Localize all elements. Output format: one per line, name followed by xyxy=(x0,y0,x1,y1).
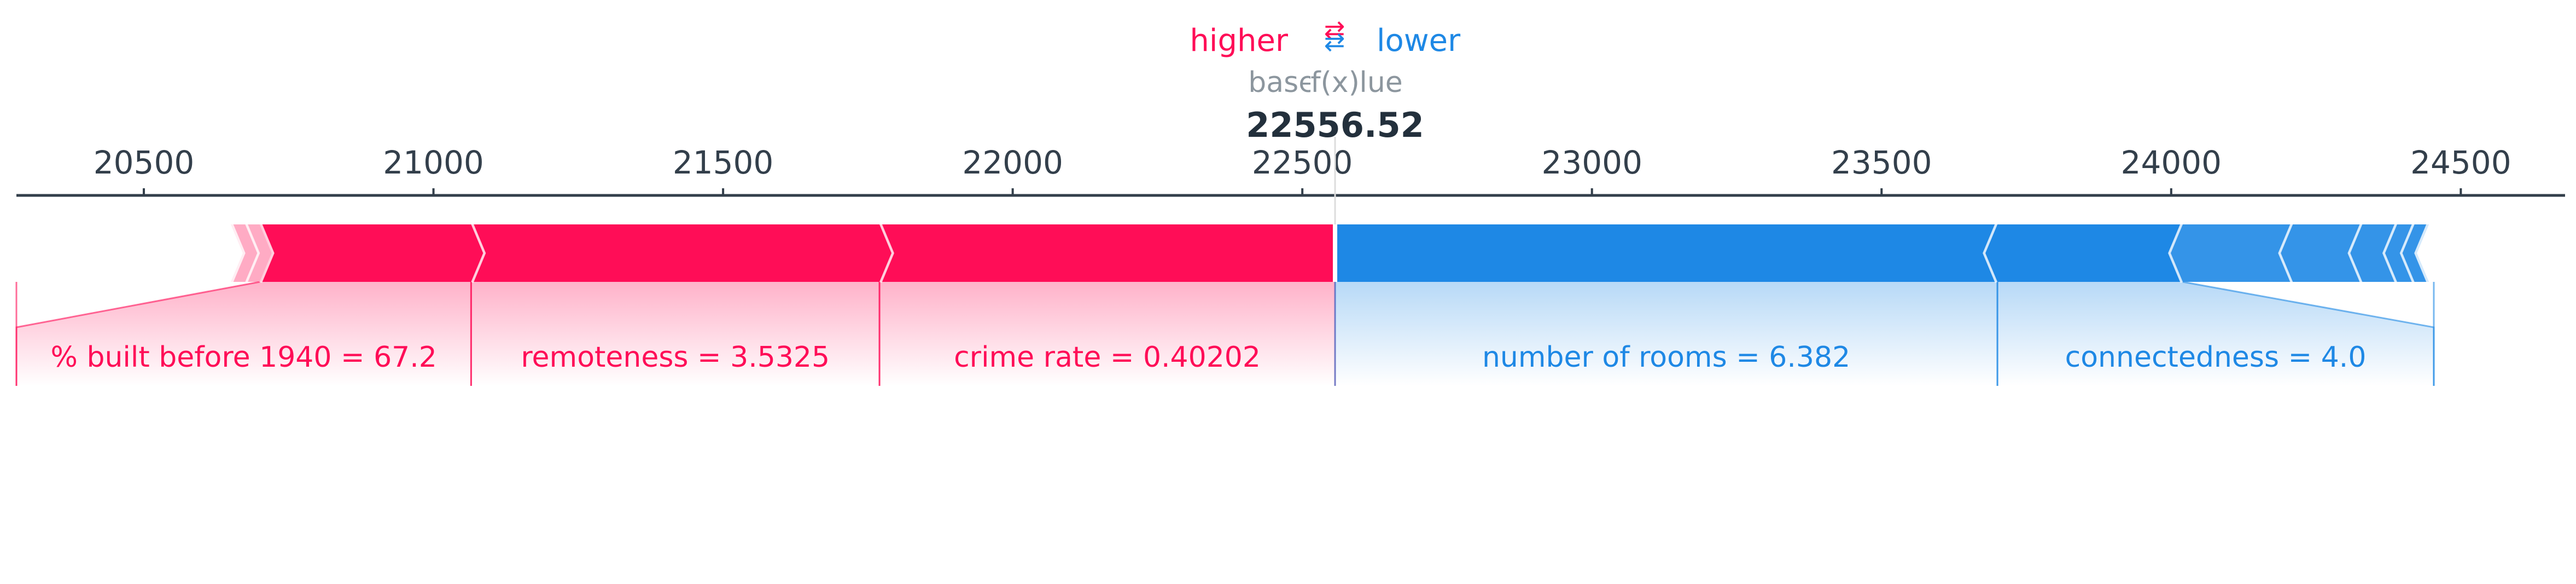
feature-labels: crime rate = 0.40202 remoteness = 3.5325%… xyxy=(51,341,2367,374)
svg-text:⇄: ⇄ xyxy=(1324,15,1345,44)
x-tick-label: 21500 xyxy=(673,144,774,181)
feature-label: remoteness = 3.5325 xyxy=(521,341,830,374)
feature-label: % built before 1940 = 67.2 xyxy=(51,341,437,374)
x-tick-label: 24500 xyxy=(2410,144,2511,181)
negative-force-bar xyxy=(2281,224,2363,282)
x-tick-label: 22000 xyxy=(962,144,1063,181)
svg-text:⇄: ⇄ xyxy=(1324,27,1345,56)
x-tick-label: 24000 xyxy=(2121,144,2222,181)
positive-force-bar xyxy=(879,224,1336,282)
bar-separator xyxy=(228,223,246,283)
feature-label: crime rate = 0.40202 xyxy=(954,341,1261,374)
negative-force-bar xyxy=(2350,224,2397,282)
bar-separator xyxy=(243,223,260,283)
label-fade xyxy=(1335,282,1998,386)
positive-force-bar xyxy=(259,224,483,282)
x-axis-ticks: 20500 21000 21500 22000 22500 23000 23500 24000… xyxy=(94,144,2511,195)
x-tick-label: 23500 xyxy=(1831,144,1932,181)
feature-label: connectedness = 4.0 xyxy=(2065,341,2367,374)
x-tick-label: 20500 xyxy=(94,144,195,181)
legend-lower: lower xyxy=(1377,23,1461,59)
negative-force-bar xyxy=(1335,224,1998,282)
negative-force-bar xyxy=(1985,224,2183,282)
bar-separator xyxy=(2414,223,2432,283)
bar-separator xyxy=(257,223,275,283)
label-fade xyxy=(16,282,471,386)
x-tick-label: 23000 xyxy=(1541,144,1642,181)
feature-label: number of rooms = 6.382 xyxy=(1482,341,1850,374)
label-fade xyxy=(879,282,1336,386)
label-fade xyxy=(471,282,880,386)
positive-force-bar xyxy=(471,224,892,282)
fx-label-backing xyxy=(1310,65,1360,99)
x-tick-label: 22500 xyxy=(1252,144,1353,181)
negative-force-bar xyxy=(2171,224,2293,282)
x-tick-label: 21000 xyxy=(383,144,484,181)
swap-arrows-icon: ⇄ ⇄ xyxy=(1324,15,1345,56)
force-bars xyxy=(228,137,2432,283)
label-fades xyxy=(15,281,2435,386)
fx-label: f(x) xyxy=(1310,66,1360,99)
legend-higher: higher xyxy=(1190,23,1289,59)
